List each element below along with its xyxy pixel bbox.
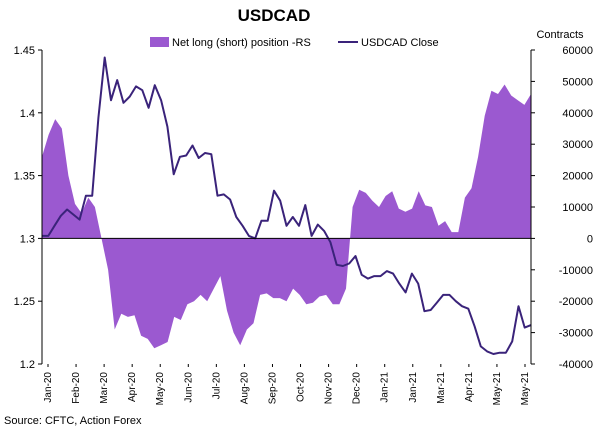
x-axis-label: Oct-20 bbox=[296, 372, 307, 402]
x-axis-label: Nov-20 bbox=[324, 372, 335, 405]
right-axis-label: 30000 bbox=[562, 139, 593, 151]
left-axis-label: 1.2 bbox=[20, 359, 35, 371]
x-axis-label: May-20 bbox=[155, 372, 166, 406]
legend-line-label: USDCAD Close bbox=[361, 37, 439, 49]
x-axis-label: Aug-20 bbox=[239, 372, 250, 405]
right-axis-label: 10000 bbox=[562, 202, 593, 214]
x-axis-label: Sep-20 bbox=[267, 372, 278, 405]
x-axis-label: Jul-20 bbox=[211, 372, 222, 400]
left-axis-label: 1.35 bbox=[14, 171, 35, 183]
right-axis-label: 50000 bbox=[562, 76, 593, 88]
right-axis-label: 40000 bbox=[562, 108, 593, 120]
x-axis-label: Apr-21 bbox=[464, 372, 475, 402]
usdcad-close-line bbox=[42, 56, 532, 355]
right-axis-label: 60000 bbox=[562, 45, 593, 57]
x-axis-label: Mar-20 bbox=[99, 372, 110, 404]
source-note: Source: CFTC, Action Forex bbox=[4, 415, 142, 427]
x-axis-label: Jun-20 bbox=[183, 372, 194, 403]
x-axis-label: Dec-20 bbox=[352, 372, 363, 405]
x-axis-label: Mar-21 bbox=[436, 372, 447, 404]
chart-title: USDCAD bbox=[238, 6, 311, 25]
right-axis-label: -40000 bbox=[559, 359, 593, 371]
legend-area-label: Net long (short) position -RS bbox=[172, 37, 311, 49]
x-axis-label: Feb-20 bbox=[71, 372, 82, 404]
net-position-area bbox=[42, 84, 531, 349]
right-axis-label: -20000 bbox=[559, 296, 593, 308]
x-axis-label: Apr-20 bbox=[127, 372, 138, 402]
right-axis-label: -10000 bbox=[559, 265, 593, 277]
legend-area-swatch bbox=[150, 37, 169, 47]
right-axis-label: 0 bbox=[587, 233, 593, 245]
left-axis-label: 1.3 bbox=[20, 233, 35, 245]
left-axis-label: 1.4 bbox=[20, 108, 35, 120]
x-axis-label: Jan-21 bbox=[408, 372, 419, 403]
x-axis-label: May-21 bbox=[492, 372, 503, 406]
left-axis-label: 1.45 bbox=[14, 45, 35, 57]
x-axis-label: Jan-21 bbox=[380, 372, 391, 403]
x-axis-label: May-21 bbox=[520, 372, 531, 406]
right-axis-title: Contracts bbox=[536, 29, 584, 41]
right-axis-label: -30000 bbox=[559, 328, 593, 340]
legend: Net long (short) position -RS USDCAD Clo… bbox=[150, 37, 439, 49]
right-axis-label: 20000 bbox=[562, 171, 593, 183]
axes: 1.45 1.4 1.35 1.3 1.25 1.2 60000 50000 40000 3000… bbox=[14, 45, 593, 405]
x-axis-label: Jan-20 bbox=[43, 372, 54, 403]
plot-area bbox=[42, 56, 532, 355]
left-axis-label: 1.25 bbox=[14, 296, 35, 308]
